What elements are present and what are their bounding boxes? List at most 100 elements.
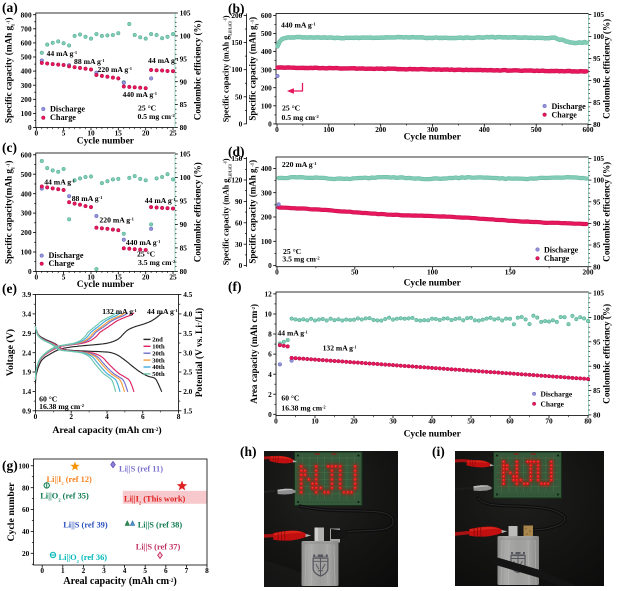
- svg-text:5: 5: [62, 129, 66, 138]
- svg-text:Li||I2 (ref 12): Li||I2 (ref 12): [47, 475, 93, 486]
- svg-text:16.38 mg cm-2: 16.38 mg cm-2: [39, 402, 85, 411]
- svg-text:6: 6: [164, 566, 168, 575]
- svg-text:70: 70: [545, 417, 553, 426]
- svg-text:20: 20: [350, 417, 358, 426]
- svg-text:Charge: Charge: [552, 111, 578, 120]
- svg-text:0.5 mg cm-2: 0.5 mg cm-2: [282, 113, 320, 122]
- svg-text:Charge: Charge: [544, 254, 570, 263]
- svg-text:8: 8: [205, 566, 209, 575]
- svg-text:50: 50: [235, 92, 243, 101]
- svg-text:440 mA g-1: 440 mA g-1: [126, 238, 161, 247]
- svg-text:85: 85: [593, 386, 601, 395]
- svg-text:95: 95: [593, 197, 601, 206]
- svg-text:0: 0: [34, 412, 38, 421]
- svg-text:(a): (a): [2, 0, 18, 15]
- svg-text:25 °C: 25 °C: [282, 103, 300, 112]
- svg-text:80: 80: [593, 262, 601, 271]
- svg-text:Discharge: Discharge: [49, 251, 84, 260]
- svg-text:44 mA g-1: 44 mA g-1: [147, 307, 178, 316]
- svg-text:0: 0: [28, 123, 32, 132]
- svg-text:Li||S (ref 39): Li||S (ref 39): [63, 521, 108, 530]
- svg-text:2.5: 2.5: [183, 368, 192, 377]
- svg-text:105: 105: [180, 9, 191, 18]
- svg-text:400: 400: [21, 189, 32, 198]
- svg-text:Specific capacity (mAh gLiI/Li: Specific capacity (mAh gLiI/LiCl-1): [222, 15, 233, 122]
- svg-text:3.5 mg cm-2: 3.5 mg cm-2: [282, 255, 320, 264]
- svg-text:4: 4: [123, 566, 127, 575]
- svg-text:10: 10: [311, 417, 319, 426]
- svg-text:Discharge: Discharge: [552, 102, 587, 111]
- svg-text:7: 7: [185, 566, 189, 575]
- svg-text:95: 95: [593, 337, 601, 346]
- svg-text:Specific capacity (mAh gI-1): Specific capacity (mAh gI-1): [248, 160, 260, 264]
- svg-text:3.0: 3.0: [183, 348, 192, 357]
- svg-text:600: 600: [21, 150, 32, 159]
- svg-text:100: 100: [427, 268, 438, 277]
- svg-text:4: 4: [105, 412, 109, 421]
- svg-text:60 °C: 60 °C: [281, 393, 299, 402]
- svg-text:100: 100: [323, 125, 334, 134]
- svg-text:90: 90: [593, 362, 601, 371]
- svg-text:Li||S (ref 11): Li||S (ref 11): [119, 465, 163, 474]
- svg-text:Discharge: Discharge: [541, 389, 573, 398]
- svg-text:5: 5: [62, 272, 66, 281]
- svg-text:44 mA g-1: 44 mA g-1: [278, 329, 308, 338]
- svg-text:Discharge: Discharge: [544, 245, 579, 254]
- svg-text:15: 15: [115, 129, 123, 138]
- svg-text:20: 20: [142, 272, 150, 281]
- svg-text:Li||S (ref 37): Li||S (ref 37): [136, 543, 181, 552]
- svg-text:200: 200: [261, 213, 272, 222]
- svg-text:200: 200: [583, 268, 594, 277]
- svg-text:2: 2: [69, 412, 73, 421]
- svg-text:10th: 10th: [152, 344, 165, 351]
- svg-text:100: 100: [261, 101, 272, 110]
- svg-text:0: 0: [275, 125, 279, 134]
- svg-text:0.5 mg cm-2: 0.5 mg cm-2: [138, 112, 176, 121]
- svg-text:90: 90: [180, 77, 188, 86]
- svg-text:300: 300: [427, 125, 438, 134]
- svg-text:50: 50: [351, 268, 359, 277]
- svg-text:100: 100: [231, 65, 242, 74]
- svg-text:3.4: 3.4: [22, 310, 31, 319]
- svg-text:15: 15: [115, 272, 123, 281]
- svg-text:44 mA g-1: 44 mA g-1: [148, 56, 179, 65]
- svg-text:25: 25: [169, 129, 177, 138]
- svg-text:0: 0: [34, 272, 38, 281]
- svg-text:(f): (f): [228, 279, 242, 294]
- svg-text:200: 200: [375, 125, 386, 134]
- svg-text:80: 80: [180, 267, 188, 276]
- svg-text:132 mA g-1: 132 mA g-1: [102, 307, 137, 316]
- svg-text:150: 150: [231, 38, 242, 47]
- svg-text:800: 800: [21, 10, 32, 19]
- svg-text:90: 90: [593, 219, 601, 228]
- svg-text:500: 500: [21, 170, 32, 179]
- svg-text:Specific capacity(mAh gI-1): Specific capacity(mAh gI-1): [4, 160, 16, 264]
- svg-text:500: 500: [261, 29, 272, 38]
- svg-text:0: 0: [268, 261, 272, 270]
- svg-text:600: 600: [583, 125, 594, 134]
- svg-text:700: 700: [21, 24, 32, 33]
- svg-text:12: 12: [265, 290, 273, 299]
- svg-text:88 mA g-1: 88 mA g-1: [74, 57, 105, 66]
- svg-text:105: 105: [593, 10, 604, 19]
- svg-text:1.4: 1.4: [22, 387, 31, 396]
- svg-text:2.9: 2.9: [22, 329, 31, 338]
- svg-text:500: 500: [531, 125, 542, 134]
- svg-text:200: 200: [21, 95, 32, 104]
- svg-text:0: 0: [239, 261, 243, 270]
- svg-text:44 mA g-1: 44 mA g-1: [44, 177, 75, 186]
- svg-text:Specific capacity (mAh gI-1): Specific capacity (mAh gI-1): [248, 17, 260, 121]
- svg-text:30: 30: [235, 240, 243, 249]
- svg-text:2nd: 2nd: [152, 337, 163, 344]
- svg-text:Areal capacity (mAh cm-2): Areal capacity (mAh cm-2): [63, 576, 176, 587]
- svg-text:80: 80: [584, 417, 592, 426]
- svg-text:88 mA g-1: 88 mA g-1: [72, 194, 103, 203]
- svg-text:25 °C: 25 °C: [137, 250, 155, 259]
- svg-text:200: 200: [21, 228, 32, 237]
- svg-text:Voltage (V): Voltage (V): [5, 329, 16, 376]
- svg-text:20th: 20th: [152, 350, 165, 357]
- svg-text:1.5: 1.5: [183, 406, 192, 415]
- svg-text:40: 40: [22, 527, 30, 536]
- svg-text:400: 400: [21, 67, 32, 76]
- svg-text:(e): (e): [2, 281, 17, 296]
